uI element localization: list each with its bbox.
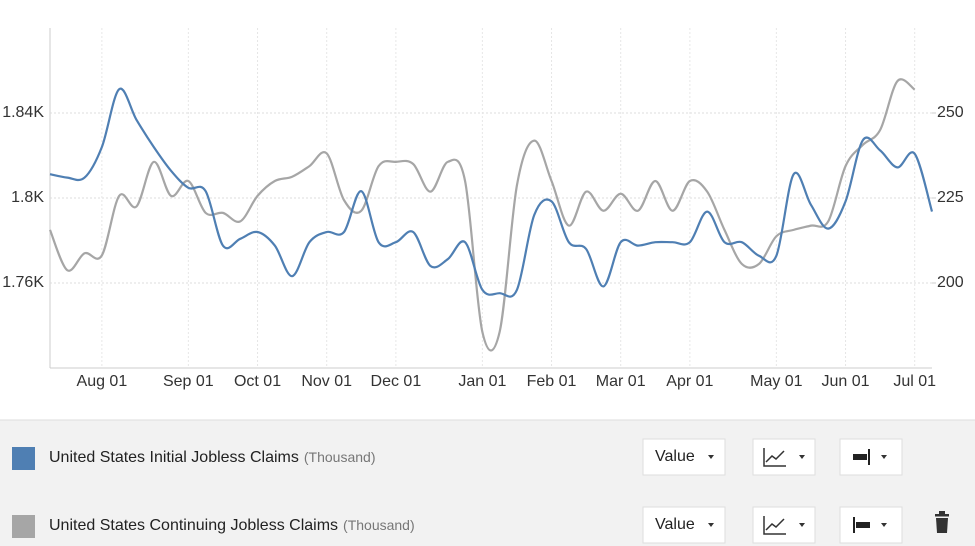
x-tick-label: May 01 [750,373,803,390]
trash-body [936,518,948,533]
legend-label: United States Continuing Jobless Claims (… [49,517,415,535]
y-tick-label: 1.84K [2,104,44,121]
legend-name: United States Continuing Jobless Claims [49,517,338,534]
legend-name: United States Initial Jobless Claims [49,449,299,466]
x-tick-label: Feb 01 [527,373,577,390]
button-bg [839,506,903,544]
value-dropdown[interactable]: Value [642,438,726,476]
x-tick-label: Aug 01 [77,373,128,390]
button-label: Value [655,516,695,533]
y-tick-label: 1.8K [11,189,44,206]
x-tick-label: Sep 01 [163,373,214,390]
series-line [49,87,934,298]
button-label: Value [655,448,695,465]
legend-label: United States Initial Jobless Claims (Tho… [49,449,375,467]
axis-icon-line [853,517,855,533]
dropdown-arrow [799,523,805,527]
y2-tick-label: 200 [937,274,964,291]
trash-handle [939,511,945,514]
x-tick-label: Jul 01 [893,373,936,390]
x-tick-label: Mar 01 [596,373,646,390]
axis-dropdown[interactable] [839,438,903,476]
series-line [48,78,916,352]
legend-swatch [12,515,35,538]
button-bg [752,506,816,544]
chart-type-dropdown[interactable] [752,506,816,544]
y2-tick-label: 225 [937,189,964,206]
button-bg [752,438,816,476]
x-tick-label: Dec 01 [371,373,422,390]
legend-unit: (Thousand) [304,449,376,465]
x-tick-label: Jun 01 [822,373,870,390]
y-tick-label: 1.76K [2,274,44,291]
line-icon [763,516,786,535]
legend-swatch [12,447,35,470]
y2-tick-label: 250 [937,104,964,121]
dropdown-arrow [881,455,887,459]
x-tick-label: Jan 01 [458,373,506,390]
axis-icon-line [868,449,870,465]
axis-dropdown[interactable] [839,506,903,544]
legend-unit: (Thousand) [343,517,415,533]
x-tick-label: Nov 01 [301,373,352,390]
x-tick-label: Oct 01 [234,373,281,390]
dropdown-arrow [881,523,887,527]
delete-button[interactable] [935,511,949,533]
dropdown-arrow [708,455,714,459]
chart-type-dropdown[interactable] [752,438,816,476]
button-bg [839,438,903,476]
dropdown-arrow [708,523,714,527]
axis-icon-bar [853,454,867,460]
value-dropdown[interactable]: Value [642,506,726,544]
x-tick-label: Apr 01 [666,373,713,390]
line-icon [763,448,786,467]
trash-lid [935,514,949,517]
axis-icon-bar [856,522,870,528]
dropdown-arrow [799,455,805,459]
